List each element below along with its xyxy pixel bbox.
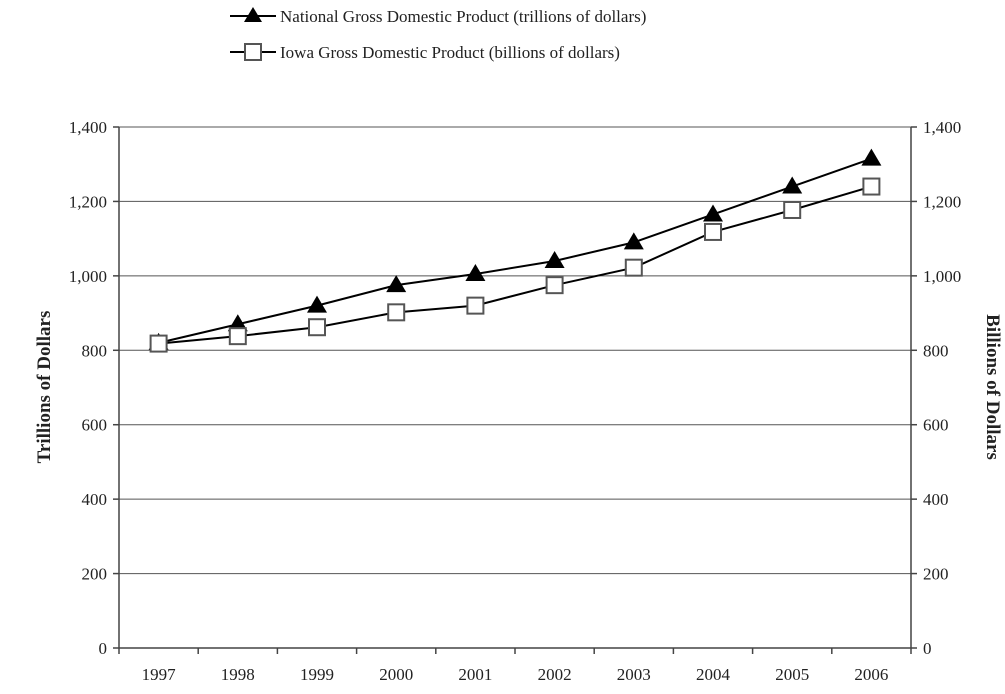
left-y-tick-label: 200 [82,565,108,584]
national-gdp-point [703,204,723,222]
iowa-gdp-point [545,276,564,295]
right-y-tick-label: 200 [923,565,949,584]
x-tick-label: 1999 [300,665,334,684]
iowa-gdp-point [308,318,326,337]
legend-item-national: National Gross Domestic Product (trillio… [230,7,646,26]
x-tick-label: 2002 [538,665,572,684]
right-y-tick-label: 1,400 [923,118,961,137]
legend-label-national: National Gross Domestic Product (trillio… [280,7,646,26]
right-y-tick-label: 1,000 [923,267,961,286]
series-line-national [158,157,872,344]
national-gdp-point [623,232,644,250]
x-tick-label: 2001 [458,665,492,684]
x-tick-label: 2004 [696,665,731,684]
right-y-tick-label: 1,200 [923,192,961,211]
legend: National Gross Domestic Product (trillio… [230,7,646,62]
right-y-axis-title: Billions of Dollars [982,314,1003,460]
left-y-ticks: 0 200 400 600 800 1,000 1,200 1,400 [69,118,119,658]
legend-item-iowa: Iowa Gross Domestic Product (billions of… [230,43,620,62]
iowa-gdp-point [783,200,802,219]
national-gdp-point [227,314,248,332]
left-y-tick-label: 600 [82,416,108,435]
x-tick-label: 2003 [617,665,651,684]
right-y-ticks: 0 200 400 600 800 1,000 1,200 1,400 [911,118,961,658]
iowa-gdp-point [228,327,247,346]
left-y-tick-label: 1,000 [69,267,107,286]
left-y-tick-label: 0 [99,639,108,658]
iowa-gdp-point [387,303,406,322]
iowa-gdp-point [466,296,485,315]
iowa-gdp-point [704,222,722,241]
legend-square-marker-icon [244,43,262,61]
left-y-axis-title: Trillions of Dollars [34,311,55,464]
legend-label-iowa: Iowa Gross Domestic Product (billions of… [280,43,620,62]
iowa-gdp-point [862,177,881,196]
right-y-tick-label: 0 [923,639,932,658]
x-tick-label: 1997 [142,665,177,684]
iowa-gdp-point [149,334,168,353]
x-tick-label: 2000 [379,665,413,684]
left-y-tick-label: 1,400 [69,118,107,137]
left-y-tick-label: 400 [82,490,108,509]
national-gdp-point [861,148,882,166]
gridlines [119,126,911,575]
national-gdp-point [307,295,327,313]
series-line-iowa [158,185,872,345]
x-ticks: 1997 1998 1999 2000 2001 2002 2003 2004 2005 2006 [118,648,912,684]
series-group [148,148,882,353]
national-gdp-point [782,176,803,194]
x-tick-label: 2005 [775,665,809,684]
left-y-tick-label: 800 [82,341,108,360]
legend-triangle-marker-icon [244,7,262,22]
national-gdp-point [386,275,407,293]
iowa-gdp-point [624,258,643,277]
right-y-tick-label: 800 [923,341,949,360]
right-y-tick-label: 600 [923,416,949,435]
right-y-tick-label: 400 [923,490,949,509]
left-y-tick-label: 1,200 [69,192,107,211]
national-gdp-point [465,263,486,281]
national-gdp-point [544,250,565,268]
x-tick-label: 1998 [221,665,255,684]
x-tick-label: 2006 [854,665,888,684]
